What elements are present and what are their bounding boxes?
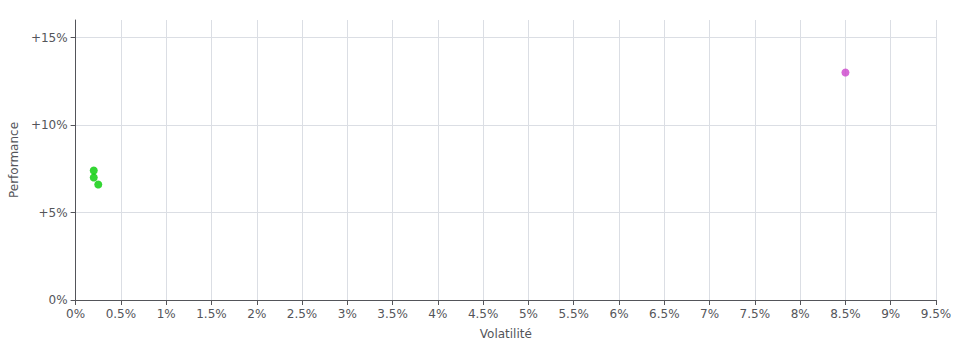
svg-text:4%: 4% xyxy=(428,307,447,321)
svg-text:Volatilité: Volatilité xyxy=(480,327,532,341)
svg-text:3%: 3% xyxy=(338,307,357,321)
svg-text:+10%: +10% xyxy=(31,118,68,132)
svg-text:0%: 0% xyxy=(49,293,68,307)
svg-text:9.5%: 9.5% xyxy=(921,307,952,321)
svg-text:1.5%: 1.5% xyxy=(196,307,227,321)
svg-text:7%: 7% xyxy=(700,307,719,321)
svg-text:0%: 0% xyxy=(66,307,85,321)
svg-text:0.5%: 0.5% xyxy=(106,307,136,321)
svg-text:8.5%: 8.5% xyxy=(830,307,861,321)
svg-text:6%: 6% xyxy=(609,307,628,321)
svg-text:9%: 9% xyxy=(881,307,900,321)
svg-text:7.5%: 7.5% xyxy=(740,307,771,321)
svg-text:5.5%: 5.5% xyxy=(558,307,589,321)
svg-text:4.5%: 4.5% xyxy=(468,307,499,321)
svg-text:+15%: +15% xyxy=(31,31,68,45)
svg-text:2.5%: 2.5% xyxy=(287,307,318,321)
svg-text:5%: 5% xyxy=(519,307,538,321)
svg-text:3.5%: 3.5% xyxy=(377,307,408,321)
svg-text:2%: 2% xyxy=(247,307,266,321)
svg-text:8%: 8% xyxy=(791,307,810,321)
svg-text:1%: 1% xyxy=(157,307,176,321)
svg-text:6.5%: 6.5% xyxy=(649,307,680,321)
svg-text:+5%: +5% xyxy=(39,206,68,220)
svg-text:Performance: Performance xyxy=(7,122,21,198)
